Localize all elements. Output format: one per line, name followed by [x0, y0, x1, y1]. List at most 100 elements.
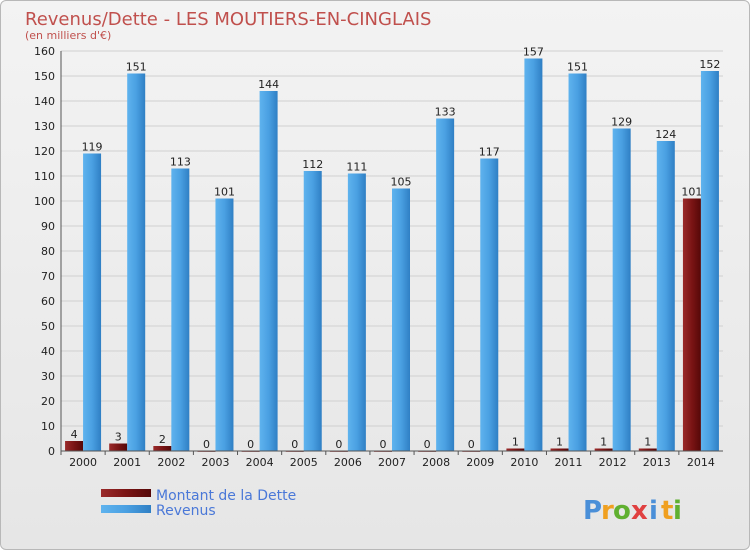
- x-tick-label: 2004: [246, 456, 274, 469]
- bar-debt: [550, 448, 569, 451]
- data-label-debt: 0: [247, 438, 254, 451]
- y-tick-label: 0: [48, 445, 55, 458]
- bars: 4119315121130101014401120111010501330117…: [65, 46, 720, 452]
- logo-letter: i: [649, 496, 658, 526]
- data-label-debt: 101: [681, 186, 702, 199]
- logo-letter: i: [673, 496, 682, 526]
- data-label-revenus: 119: [82, 141, 103, 154]
- logo-letter: t: [661, 496, 673, 526]
- y-tick-label: 20: [41, 395, 55, 408]
- chart-title: Revenus/Dette - LES MOUTIERS-EN-CINGLAIS: [25, 9, 431, 30]
- bar-debt: [65, 441, 84, 451]
- data-label-debt: 1: [600, 436, 607, 449]
- bar-debt: [506, 448, 525, 451]
- bar-revenus: [259, 91, 278, 451]
- legend-swatch-debt: [101, 489, 151, 497]
- proxiti-logo: Pr o x i t i: [583, 496, 682, 526]
- data-label-debt: 4: [71, 428, 78, 441]
- chart-subtitle: (en milliers d'€): [25, 29, 111, 42]
- legend: Montant de la Dette Revenus: [101, 488, 296, 519]
- data-label-revenus: 144: [258, 78, 279, 91]
- x-axis-ticks: 2000 2001 2002 2003 2004 2005 2006 2007 2008 2009…: [60, 451, 715, 469]
- data-label-revenus: 112: [302, 158, 323, 171]
- x-tick-label: 2007: [378, 456, 406, 469]
- bar-revenus: [171, 168, 190, 451]
- x-tick-label: 2005: [290, 456, 318, 469]
- x-tick-label: 2011: [555, 456, 583, 469]
- y-tick-label: 10: [41, 420, 55, 433]
- bar-debt: [109, 443, 128, 451]
- y-tick-label: 160: [34, 45, 55, 58]
- x-tick-label: 2006: [334, 456, 362, 469]
- data-label-debt: 0: [424, 438, 431, 451]
- y-tick-label: 90: [41, 220, 55, 233]
- data-label-debt: 1: [556, 436, 563, 449]
- data-label-debt: 0: [468, 438, 475, 451]
- bar-revenus: [480, 158, 499, 451]
- bar-revenus: [347, 173, 366, 451]
- y-tick-label: 100: [34, 195, 55, 208]
- x-tick-label: 2002: [157, 456, 185, 469]
- data-label-revenus: 133: [435, 106, 456, 119]
- data-label-revenus: 151: [126, 61, 147, 74]
- logo-letter: o: [613, 496, 631, 526]
- legend-swatch-revenus: [101, 505, 151, 513]
- bar-revenus: [700, 71, 719, 451]
- y-tick-label: 110: [34, 170, 55, 183]
- y-tick-label: 60: [41, 295, 55, 308]
- data-label-revenus: 157: [523, 46, 544, 59]
- data-label-debt: 0: [291, 438, 298, 451]
- data-label-debt: 2: [159, 433, 166, 446]
- logo-letter: x: [631, 496, 648, 526]
- x-tick-label: 2008: [422, 456, 450, 469]
- bar-debt: [594, 448, 613, 451]
- y-tick-label: 70: [41, 270, 55, 283]
- x-tick-label: 2010: [510, 456, 538, 469]
- y-tick-label: 120: [34, 145, 55, 158]
- bar-revenus: [524, 58, 543, 451]
- x-tick-label: 2009: [466, 456, 494, 469]
- bar-revenus: [215, 198, 234, 451]
- data-label-debt: 0: [335, 438, 342, 451]
- data-label-debt: 0: [380, 438, 387, 451]
- y-tick-label: 150: [34, 70, 55, 83]
- x-tick-label: 2003: [201, 456, 229, 469]
- y-tick-label: 80: [41, 245, 55, 258]
- x-tick-label: 2013: [643, 456, 671, 469]
- data-label-revenus: 129: [611, 116, 632, 129]
- data-label-revenus: 151: [567, 61, 588, 74]
- data-label-revenus: 152: [699, 58, 720, 71]
- logo-letter: r: [601, 496, 614, 526]
- data-label-debt: 1: [644, 436, 651, 449]
- y-axis-ticks: 0 10 20 30 40 50 60 70 80 90 100 110 120 130 140 150 160: [34, 45, 55, 458]
- y-tick-label: 140: [34, 95, 55, 108]
- legend-label-debt: Montant de la Dette: [156, 488, 296, 504]
- bar-revenus: [392, 188, 410, 451]
- data-label-debt: 3: [115, 431, 122, 444]
- x-tick-label: 2000: [69, 456, 97, 469]
- y-tick-label: 40: [41, 345, 55, 358]
- bar-revenus: [656, 141, 675, 451]
- bar-revenus: [568, 73, 587, 451]
- bar-revenus: [83, 153, 102, 451]
- y-tick-label: 50: [41, 320, 55, 333]
- x-tick-label: 2014: [687, 456, 715, 469]
- bar-revenus: [612, 128, 631, 451]
- y-tick-label: 130: [34, 120, 55, 133]
- bar-revenus: [303, 171, 322, 451]
- data-label-revenus: 111: [346, 161, 367, 174]
- data-label-revenus: 113: [170, 156, 191, 169]
- bar-debt: [153, 446, 172, 451]
- data-label-revenus: 101: [214, 186, 235, 199]
- legend-label-revenus: Revenus: [156, 503, 216, 519]
- data-label-revenus: 117: [479, 146, 500, 159]
- x-tick-label: 2012: [599, 456, 627, 469]
- data-label-debt: 0: [203, 438, 210, 451]
- data-label-revenus: 105: [391, 176, 412, 189]
- data-label-debt: 1: [512, 436, 519, 449]
- y-tick-label: 30: [41, 370, 55, 383]
- bar-revenus: [436, 118, 455, 451]
- data-label-revenus: 124: [655, 128, 676, 141]
